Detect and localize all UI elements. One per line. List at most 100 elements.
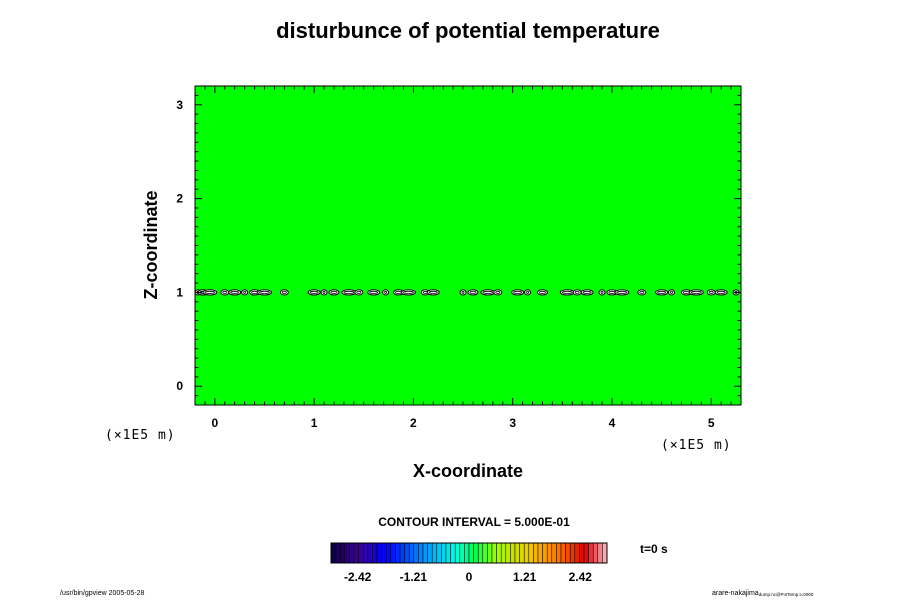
colorbar-cell bbox=[597, 542, 603, 564]
colorbar-cell bbox=[464, 542, 470, 564]
disturbance-contour bbox=[493, 289, 503, 296]
x-tick-label: 1 bbox=[311, 416, 318, 430]
disturbance-contour bbox=[572, 289, 582, 296]
disturbance-contour bbox=[536, 289, 548, 296]
disturbance-contour bbox=[256, 289, 272, 296]
disturbance-contour bbox=[241, 289, 249, 296]
x-unit-label: (×1E5 m) bbox=[661, 438, 732, 453]
disturbance-contour bbox=[598, 289, 606, 296]
y-tick-label: 3 bbox=[176, 98, 183, 112]
colorbar-cell bbox=[560, 542, 566, 564]
contour-interval-label: CONTOUR INTERVAL = 5.000E-01 bbox=[378, 515, 570, 529]
colorbar-cell bbox=[362, 542, 369, 564]
colorbar-cell bbox=[335, 542, 341, 564]
y-tick-labels: 0 1 2 3 bbox=[176, 98, 183, 393]
x-tick-label: 3 bbox=[509, 416, 516, 430]
disturbance-contour bbox=[382, 289, 390, 296]
colorbar-cell bbox=[395, 542, 401, 564]
colorbar-cell bbox=[450, 542, 456, 564]
colorbar-cell bbox=[358, 542, 364, 564]
colorbar-frame bbox=[330, 542, 608, 564]
disturbance-contour bbox=[426, 289, 440, 296]
footer-right-main: arare-nakajima bbox=[712, 590, 759, 597]
colorbar-cell bbox=[390, 542, 396, 564]
colorbar-cell bbox=[473, 542, 479, 564]
disturbance-contour bbox=[367, 289, 381, 296]
colorbar-cell bbox=[528, 542, 534, 564]
colorbar-cell bbox=[422, 542, 428, 564]
colorbar-cell bbox=[367, 542, 373, 564]
disturbance-contour bbox=[637, 289, 647, 296]
colorbar-cell bbox=[514, 542, 520, 564]
colorbar-cell bbox=[523, 542, 530, 564]
chart-title: disturbunce of potential temperature bbox=[276, 18, 660, 43]
colorbar-cell bbox=[427, 542, 433, 564]
y-tick-label: 0 bbox=[176, 379, 183, 393]
colorbar-cell bbox=[505, 542, 511, 564]
colorbar-cell bbox=[385, 542, 392, 564]
x-tick-label: 2 bbox=[410, 416, 417, 430]
colorbar-cell bbox=[519, 542, 525, 564]
colorbar: -2.42 -1.21 0 1.21 2.42 bbox=[330, 542, 608, 584]
colorbar-cell bbox=[500, 542, 507, 564]
disturbance-contour bbox=[714, 289, 728, 296]
disturbance-contour bbox=[706, 289, 716, 296]
disturbance-contour bbox=[655, 289, 669, 296]
x-tick-label: 4 bbox=[609, 416, 616, 430]
colorbar-cell bbox=[491, 542, 497, 564]
x-tick-label: 5 bbox=[708, 416, 715, 430]
colorbar-cell bbox=[418, 542, 424, 564]
colorbar-cell bbox=[496, 542, 502, 564]
colorbar-cell bbox=[330, 542, 336, 564]
colorbar-cell bbox=[413, 542, 419, 564]
disturbance-contour bbox=[320, 289, 328, 296]
colorbar-cell bbox=[454, 542, 461, 564]
colorbar-cell bbox=[565, 542, 571, 564]
colorbar-cell bbox=[588, 542, 594, 564]
colorbar-cell bbox=[339, 542, 346, 564]
colorbar-cell bbox=[602, 542, 608, 564]
colorbar-ticks: -2.42 -1.21 0 1.21 2.42 bbox=[344, 570, 592, 584]
x-axis-label: X-coordinate bbox=[413, 461, 523, 481]
disturbance-contour bbox=[524, 289, 532, 296]
disturbance-contour bbox=[688, 289, 704, 296]
disturbance-contour bbox=[559, 289, 575, 296]
time-label: t=0 s bbox=[640, 542, 668, 556]
footer-right-sub: dump.nc@PotTemp,t=0000 bbox=[759, 592, 814, 597]
colorbar-cell bbox=[372, 542, 378, 564]
colorbar-cell bbox=[546, 542, 553, 564]
colorbar-cell bbox=[569, 542, 576, 564]
colorbar-cell bbox=[381, 542, 387, 564]
disturbance-contours bbox=[194, 289, 740, 296]
colorbar-cell bbox=[551, 542, 557, 564]
colorbar-cell bbox=[537, 542, 543, 564]
disturbance-contour bbox=[511, 289, 525, 296]
colorbar-tick-label: 2.42 bbox=[569, 570, 593, 584]
colorbar-cell bbox=[459, 542, 465, 564]
disturbance-contour bbox=[328, 289, 340, 296]
colorbar-tick-label: 1.21 bbox=[513, 570, 537, 584]
colorbar-cell bbox=[353, 542, 359, 564]
colorbar-cell bbox=[468, 542, 474, 564]
footer-right: arare-nakajimadump.nc@PotTemp,t=0000 bbox=[712, 590, 814, 597]
x-tick-label: 0 bbox=[212, 416, 219, 430]
colorbar-cell bbox=[482, 542, 488, 564]
colorbar-cell bbox=[441, 542, 447, 564]
footer-left: /usr/bin/gpview 2005-05-28 bbox=[60, 590, 145, 597]
colorbar-tick-label: 0 bbox=[466, 570, 473, 584]
disturbance-contour bbox=[614, 289, 630, 296]
disturbance-contour bbox=[354, 289, 364, 296]
y-axis-label: Z-coordinate bbox=[141, 190, 161, 299]
colorbar-cells bbox=[330, 542, 608, 564]
disturbance-contour bbox=[580, 289, 594, 296]
disturbance-contour bbox=[307, 289, 321, 296]
y-tick-label: 1 bbox=[176, 285, 183, 299]
disturbance-contour bbox=[279, 289, 289, 296]
colorbar-cell bbox=[487, 542, 493, 564]
disturbance-contour bbox=[220, 289, 230, 296]
disturbance-contour bbox=[668, 289, 676, 296]
y-tick-label: 2 bbox=[176, 192, 183, 206]
disturbance-contour bbox=[400, 289, 416, 296]
plot-background bbox=[195, 86, 741, 405]
colorbar-cell bbox=[579, 542, 585, 564]
